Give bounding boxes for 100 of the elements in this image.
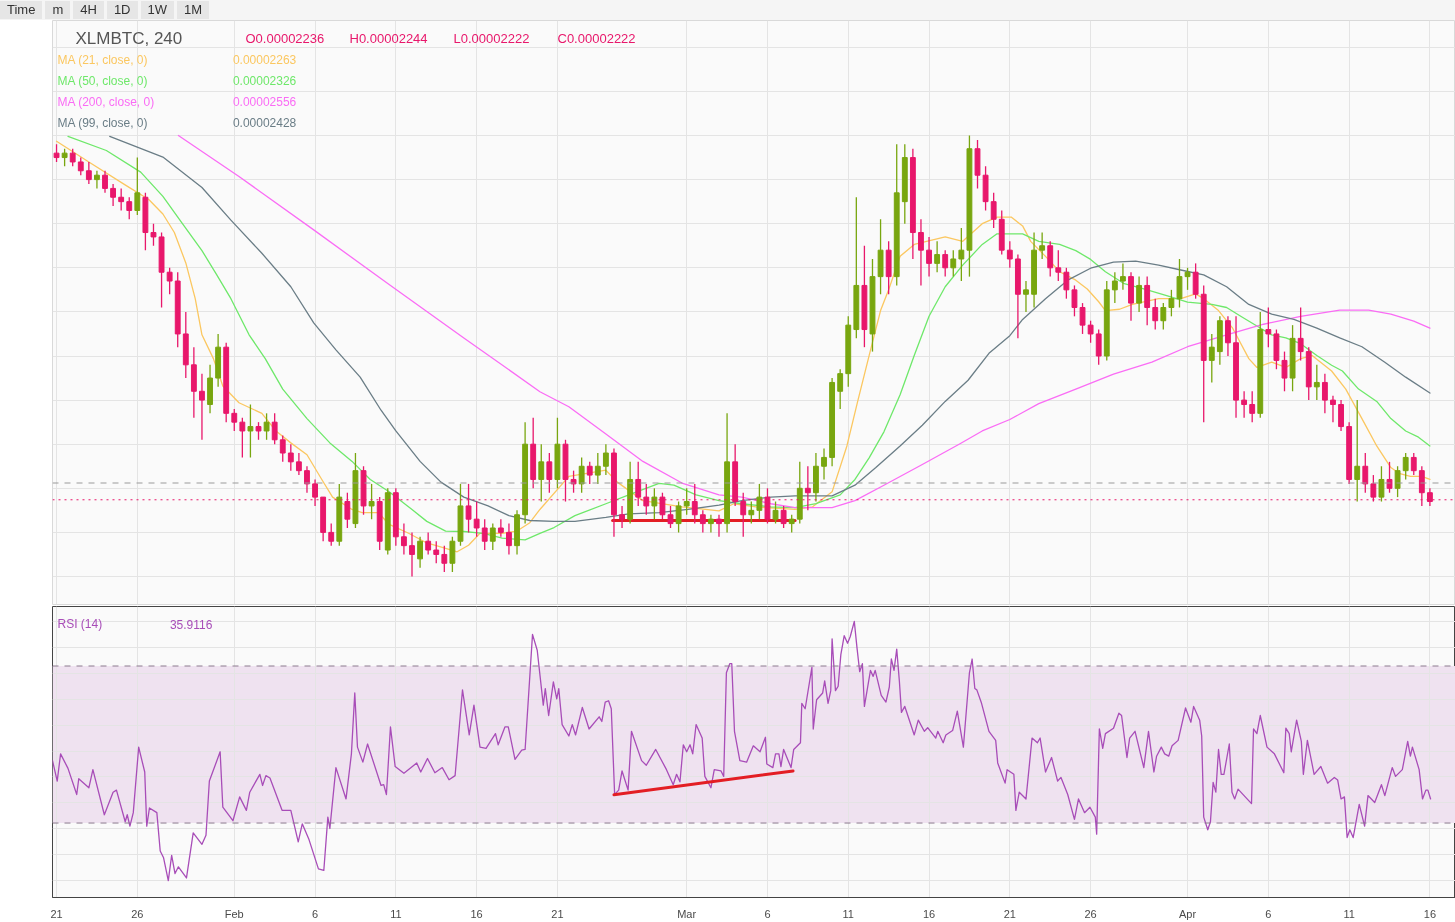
candlestick [586, 461, 593, 485]
candlestick [707, 514, 714, 534]
candlestick [538, 443, 545, 503]
x-tick-label: Feb [224, 907, 244, 920]
candlestick [748, 500, 755, 525]
x-tick-label: 6 [312, 907, 319, 920]
candlestick [1338, 399, 1344, 432]
candlestick [1208, 333, 1215, 384]
candlestick [1047, 240, 1054, 278]
candlestick [1111, 271, 1118, 304]
text: 1M [177, 1, 210, 19]
candlestick [94, 170, 100, 190]
candlestick [837, 368, 844, 410]
candlestick [199, 372, 205, 441]
candlestick [1241, 390, 1248, 419]
candlestick [780, 505, 787, 529]
x-tick-label: 11 [842, 907, 854, 920]
text: MA (21, close, 0) [57, 52, 148, 67]
candlestick [1184, 267, 1191, 291]
candlestick [926, 236, 932, 278]
x-tick-label: 26 [131, 907, 144, 920]
candlestick [1063, 267, 1070, 300]
text: 0.00002326 [232, 74, 297, 88]
text: RSI (14) [57, 617, 103, 632]
candlestick [1362, 452, 1369, 494]
x-tick-label: 26 [1084, 907, 1097, 920]
candlestick [126, 196, 133, 220]
candlestick [409, 531, 415, 578]
series-label: MA (99, close, 0) [57, 115, 148, 130]
text: 1D [106, 1, 138, 19]
candlestick [489, 522, 496, 551]
annotation: 35.9116 [169, 617, 213, 632]
candlestick [279, 434, 286, 463]
candlestick [368, 483, 375, 520]
text: L0.00002222 [453, 31, 530, 46]
text: MA (200, close, 0) [57, 94, 155, 109]
candlestick [716, 514, 722, 538]
text: MA (50, close, 0) [57, 73, 148, 88]
candlestick [150, 223, 157, 247]
candlestick [1330, 395, 1336, 423]
candlestick [1192, 262, 1199, 300]
candlestick [497, 518, 504, 538]
candlestick [102, 170, 108, 194]
candlestick [1313, 364, 1320, 401]
candlestick [1297, 306, 1304, 362]
text: 4H [73, 1, 104, 19]
candlestick [958, 227, 965, 282]
text: Time [0, 1, 43, 19]
candlestick [85, 161, 92, 185]
candlestick [1120, 262, 1126, 291]
x-tick-label: Mar [677, 907, 697, 920]
candlestick [1087, 320, 1094, 344]
x-tick-label: 21 [551, 907, 564, 920]
candlestick [821, 447, 827, 481]
candlestick [1144, 275, 1151, 326]
candlestick [578, 456, 585, 494]
x-tick-label: Apr [1179, 907, 1197, 920]
candlestick [449, 536, 456, 573]
candlestick [1136, 275, 1143, 313]
candlestick [110, 183, 117, 207]
candlestick [1378, 465, 1385, 503]
candlestick [1394, 465, 1401, 498]
candlestick [304, 465, 310, 494]
x-tick-label: 6 [764, 907, 771, 920]
candlestick [950, 249, 957, 278]
candlestick [425, 531, 432, 556]
candlestick [134, 156, 141, 216]
candlestick [1249, 390, 1256, 423]
candlestick [1225, 315, 1231, 357]
candlestick [667, 505, 674, 529]
candlestick [772, 500, 779, 525]
candlestick [1265, 306, 1272, 348]
text: O0.00002236 [245, 31, 325, 46]
candlestick [699, 509, 706, 534]
candlestick [1354, 399, 1361, 503]
text: C0.00002222 [557, 31, 636, 46]
text: 0.00002556 [232, 95, 297, 109]
candlestick [683, 487, 690, 516]
candlestick [287, 443, 294, 472]
x-tick-label: 6 [1265, 907, 1272, 920]
candlestick [1402, 452, 1409, 481]
candlestick [1055, 249, 1062, 282]
candlestick [602, 443, 609, 476]
candlestick [546, 452, 553, 494]
text: 1W [140, 1, 174, 19]
x-tick-label: 21 [50, 907, 63, 920]
candlestick [756, 483, 763, 520]
candlestick [1281, 350, 1288, 392]
candlestick [1152, 298, 1159, 331]
candlestick [934, 240, 941, 273]
chart-title: XLMBTC, 240 [75, 29, 183, 48]
candlestick [473, 500, 480, 538]
candlestick [942, 249, 949, 278]
candlestick [1160, 302, 1167, 331]
candlestick [481, 518, 488, 551]
candlestick [651, 487, 658, 520]
candlestick [1006, 240, 1013, 269]
candlestick [1023, 280, 1029, 313]
candlestick [675, 500, 682, 534]
candlestick [271, 412, 278, 445]
